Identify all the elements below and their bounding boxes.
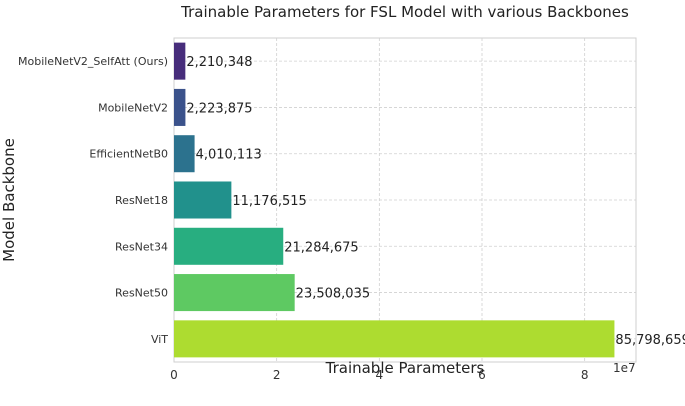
- x-tick-label: 4: [376, 368, 384, 382]
- y-tick-label: ResNet50: [115, 287, 168, 300]
- bar: [174, 88, 186, 126]
- x-tick-label: 2: [273, 368, 281, 382]
- bar: [174, 135, 195, 173]
- x-tick-labels: 0 2 4 6 8: [170, 368, 588, 382]
- y-axis-label: Model Backbone: [0, 138, 18, 262]
- y-tick-label: ResNet18: [115, 194, 168, 207]
- bar-value-label: 4,010,113: [196, 148, 262, 163]
- y-tick-label: MobileNetV2: [98, 101, 168, 114]
- bars: [174, 42, 615, 358]
- bar: [174, 227, 284, 265]
- bar-value-label: 2,223,875: [186, 101, 252, 116]
- x-axis-label: Trainable Parameters: [325, 359, 485, 377]
- bar: [174, 274, 295, 312]
- bar-value-label: 11,176,515: [232, 194, 306, 209]
- bar: [174, 42, 186, 80]
- bar: [174, 181, 232, 219]
- y-tick-label: ViT: [151, 333, 168, 346]
- x-axis-scale-label: 1e7: [613, 361, 636, 375]
- x-tick-label: 0: [170, 368, 178, 382]
- bar-value-label: 85,798,659: [615, 333, 685, 348]
- x-tick-label: 8: [581, 368, 589, 382]
- x-tick-label: 6: [478, 368, 486, 382]
- bar-value-label: 23,508,035: [296, 287, 370, 302]
- bar: [174, 320, 615, 358]
- value-labels: 2,210,348 2,223,875 4,010,113 11,176,515 21,…: [186, 55, 685, 348]
- chart-title: Trainable Parameters for FSL Model with …: [180, 3, 629, 21]
- y-tick-label: MobileNetV2_SelfAtt (Ours): [18, 55, 168, 68]
- y-tick-label: ResNet34: [115, 240, 168, 253]
- y-tick-label: EfficientNetB0: [89, 148, 168, 161]
- y-tick-labels: MobileNetV2_SelfAtt (Ours) MobileNetV2 Eff…: [18, 55, 168, 346]
- bar-value-label: 21,284,675: [284, 240, 358, 255]
- bar-value-label: 2,210,348: [186, 55, 252, 70]
